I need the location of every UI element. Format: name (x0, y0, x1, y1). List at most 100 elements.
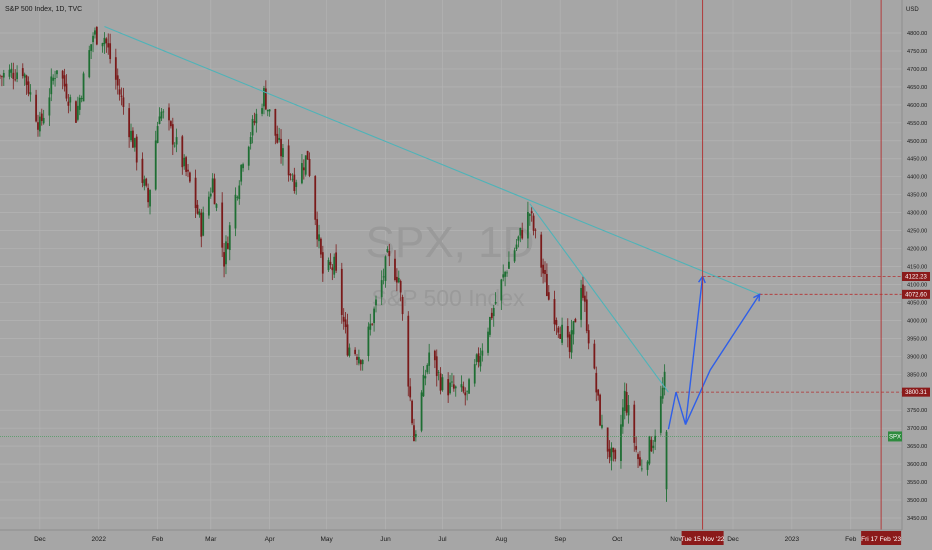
y-tick-label: 4200.00 (907, 247, 927, 253)
candle (228, 222, 231, 261)
y-tick-label: 3700.00 (907, 426, 927, 432)
candle (380, 270, 383, 306)
trendlines[interactable] (104, 26, 760, 393)
candle (308, 152, 311, 178)
trendline[interactable] (529, 203, 669, 393)
candle (145, 177, 148, 188)
candle (154, 130, 157, 191)
candle (654, 429, 657, 451)
candle (553, 290, 556, 332)
grid (0, 0, 902, 530)
candle (95, 26, 98, 46)
candle (333, 253, 336, 278)
candle (574, 317, 577, 323)
candle (12, 62, 15, 90)
projection-path[interactable] (667, 275, 761, 430)
candle (27, 76, 30, 97)
candle (147, 183, 150, 208)
candle (54, 70, 56, 87)
x-tick-label: Dec (34, 536, 46, 543)
candle (162, 109, 165, 119)
candle (122, 87, 125, 115)
candle (327, 257, 330, 272)
x-tick-label: 2022 (92, 536, 107, 543)
candle (320, 237, 322, 258)
candle (659, 385, 662, 436)
y-tick-label: 3750.00 (907, 408, 927, 414)
candle (545, 263, 548, 297)
candle (340, 262, 343, 324)
candle (274, 108, 277, 145)
candle (101, 42, 104, 53)
candle (454, 385, 457, 397)
y-tick-label: 4050.00 (907, 300, 927, 306)
candle (561, 317, 563, 346)
candle (623, 382, 626, 420)
candle (504, 270, 507, 287)
candle (90, 44, 93, 60)
y-tick-label: 4350.00 (907, 193, 927, 199)
candle (114, 48, 117, 90)
y-tick-label: 3950.00 (907, 336, 927, 342)
candle (424, 369, 427, 386)
candle (517, 235, 520, 248)
candle (475, 353, 478, 366)
y-tick-label: 3850.00 (907, 372, 927, 378)
candle (414, 430, 417, 442)
candle (278, 127, 281, 143)
y-tick-label: 4300.00 (907, 211, 927, 217)
candle (335, 244, 338, 273)
candle (540, 231, 543, 277)
candle (420, 390, 423, 433)
currency-label: USD (906, 7, 919, 13)
price-axis-labels: 4800.00 4750.00 4700.00 4650.00 4600.00 4550.… (907, 31, 927, 522)
candle (413, 418, 415, 442)
candle (109, 33, 112, 64)
candle (369, 313, 372, 336)
candle (306, 150, 309, 160)
candle (40, 108, 43, 126)
candle (251, 115, 254, 144)
time-axis-labels: Dec 2022 Feb Mar Apr May Jun Jul Aug Sep Oct Nov Dec… (34, 536, 857, 543)
candle (557, 326, 560, 339)
candle (141, 152, 144, 188)
projection-leg-2[interactable] (684, 293, 761, 425)
candle (650, 436, 653, 452)
x-tick-label: Jul (438, 536, 447, 543)
candle (572, 320, 575, 345)
candle (135, 134, 138, 171)
candle (318, 224, 320, 249)
candle (171, 117, 174, 156)
candle (597, 388, 600, 401)
candle (0, 75, 3, 87)
y-tick-label: 4000.00 (907, 318, 927, 324)
candle (198, 208, 201, 218)
candle (426, 363, 429, 375)
price-axis-panel[interactable] (902, 0, 932, 530)
candle (94, 27, 96, 39)
trendline[interactable] (104, 26, 760, 295)
candle (639, 450, 641, 467)
candle (92, 32, 94, 53)
y-tick-label: 4450.00 (907, 157, 927, 163)
candle (530, 207, 533, 222)
axis-badges: 4122.23 4072.60 3800.31 SPX Tue 15 Nov '… (681, 271, 930, 545)
candle (280, 129, 282, 164)
y-tick-label: 3650.00 (907, 444, 927, 450)
candle (342, 308, 345, 330)
candle (276, 125, 279, 144)
candle (242, 162, 244, 172)
candle (447, 372, 450, 403)
candle (648, 435, 651, 466)
candle (25, 74, 28, 95)
candle (116, 68, 119, 95)
x-tick-label: Feb (152, 536, 164, 543)
candle (652, 440, 655, 454)
candle (595, 366, 598, 402)
projection-leg-1[interactable] (667, 276, 704, 430)
candle (304, 155, 307, 177)
candle (534, 228, 537, 239)
candle (601, 414, 603, 430)
candle (158, 107, 161, 125)
